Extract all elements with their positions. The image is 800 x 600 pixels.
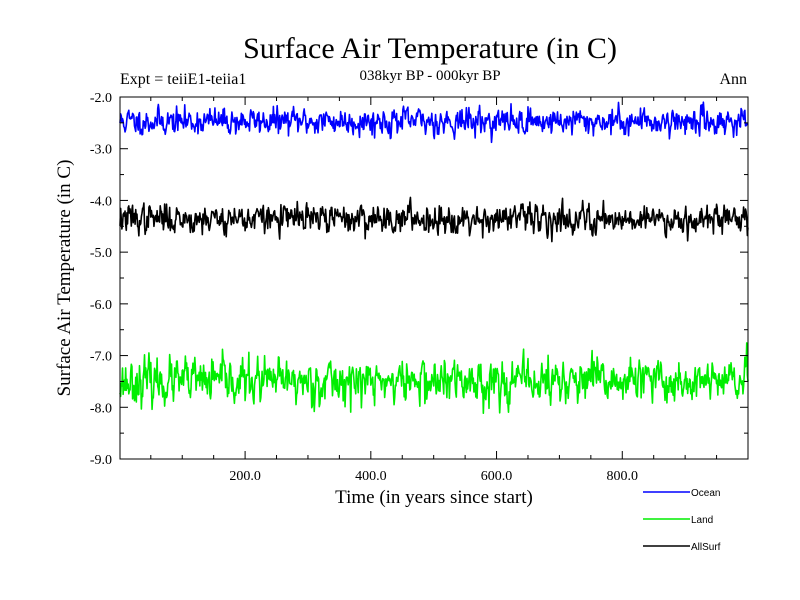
x-tick-label: 400.0 — [355, 469, 387, 484]
y-tick-label: -4.0 — [90, 194, 112, 209]
y-tick-label: -6.0 — [90, 298, 112, 313]
legend-label-land: Land — [691, 515, 713, 526]
x-tick-label: 200.0 — [229, 469, 261, 484]
chart-subtitle: 038kyr BP - 000kyr BP — [359, 68, 500, 84]
ticks-layer: -2.0 -3.0 -4.0 -5.0 -6.0 -7.0 -8.0 -9.0 200.0 400… — [90, 91, 748, 484]
x-tick-label: 600.0 — [481, 469, 513, 484]
series-line-allsurf — [119, 196, 749, 243]
y-tick-label: -8.0 — [90, 401, 112, 416]
x-axis-label: Time (in years since start) — [335, 487, 533, 508]
series-line-land — [119, 342, 749, 414]
y-tick-label: -3.0 — [90, 143, 112, 158]
legend-label-allsurf: AllSurf — [691, 542, 721, 553]
legend-label-ocean: Ocean — [691, 488, 720, 499]
legend: Ocean Land AllSurf — [643, 488, 721, 553]
series-line-ocean — [119, 101, 749, 144]
y-tick-label: -2.0 — [90, 91, 112, 106]
period-label: Ann — [719, 71, 747, 88]
y-axis-label: Surface Air Temperature (in C) — [54, 160, 75, 397]
series-layer — [119, 101, 749, 414]
x-tick-label: 800.0 — [607, 469, 639, 484]
y-tick-label: -9.0 — [90, 453, 112, 468]
plot-frame — [119, 96, 749, 460]
y-tick-label: -5.0 — [90, 246, 112, 261]
y-tick-label: -7.0 — [90, 350, 112, 365]
chart-title: Surface Air Temperature (in C) — [243, 32, 617, 65]
experiment-label: Expt = teiiE1-teiia1 — [120, 71, 246, 88]
